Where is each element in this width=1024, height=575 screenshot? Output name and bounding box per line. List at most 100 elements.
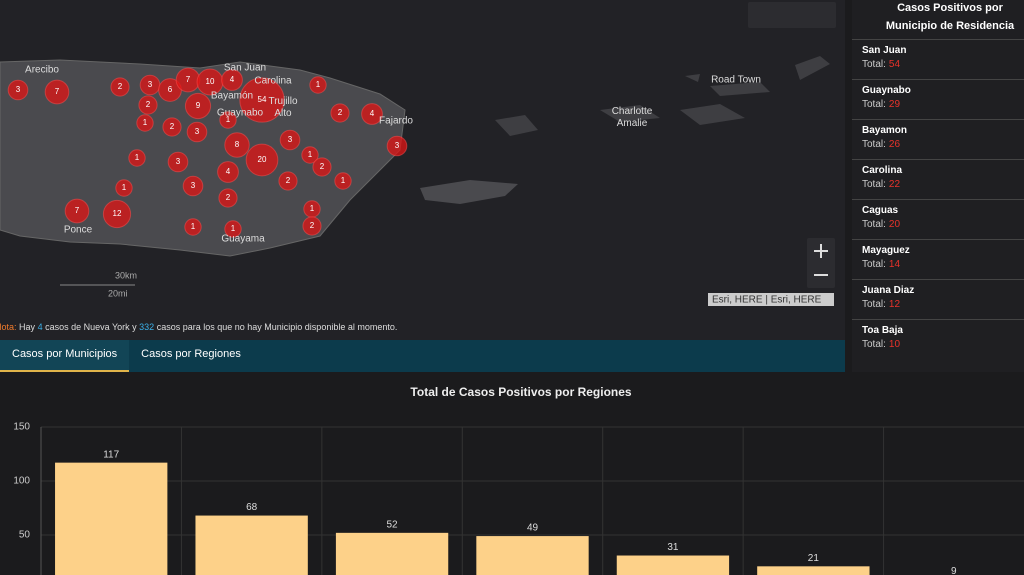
item-name: Bayamon: [862, 125, 908, 136]
cluster-label: 4: [230, 75, 235, 84]
place-label: Bayamón: [211, 91, 253, 102]
place-label: Trujillo Alto: [268, 96, 298, 119]
cluster-label: 7: [55, 87, 60, 96]
cluster-label: 3: [395, 141, 400, 150]
value-label: 49: [527, 523, 539, 534]
toolbar[interactable]: [748, 2, 836, 28]
tab-bar: Casos por Municipios Casos por Regiones: [0, 340, 845, 372]
scale-mi: 20mi: [108, 288, 128, 298]
cluster-label: 3: [288, 135, 293, 144]
item-name: Toa Baja: [862, 325, 903, 336]
total-value: 14: [888, 259, 901, 270]
attribution: Esri, HERE | Esri, HERE: [712, 295, 822, 306]
value-label: 68: [246, 502, 258, 513]
cluster: [128, 149, 146, 167]
cluster-label: 2: [118, 82, 123, 91]
cluster: [245, 143, 279, 177]
cluster: [334, 172, 352, 190]
panel-item: San Juan Total: 54: [852, 39, 1024, 79]
place-label: Fajardo: [379, 116, 413, 127]
item-name: Juana Diaz: [862, 285, 915, 296]
note: Nota: Hay 4 casos de Nueva York y 332 ca…: [0, 322, 397, 332]
item-name: San Juan: [862, 45, 907, 56]
cluster-label: 1: [135, 153, 140, 162]
bar: [195, 515, 308, 575]
place-label: Charlotte Amalie: [612, 106, 653, 129]
map: 30km 20mi Esri, HERE | Esri, HERE Nota: …: [0, 0, 845, 340]
cluster-label: 2: [170, 122, 175, 131]
item-name: Mayaguez: [862, 245, 910, 256]
item-name: Guaynabo: [862, 85, 911, 96]
tab[interactable]: Casos por Municipios: [0, 340, 130, 372]
cluster: [330, 103, 350, 123]
cluster: [386, 135, 408, 157]
total-label: Total:: [862, 299, 886, 310]
total-value: 54: [888, 59, 901, 70]
cluster: [182, 175, 204, 197]
note-number: 4: [38, 322, 43, 332]
cluster-label: 2: [310, 221, 315, 230]
panel-item: Mayaguez Total: 14: [852, 239, 1024, 279]
cluster: [301, 146, 319, 164]
cluster-label: 1: [341, 176, 346, 185]
place-label: Carolina: [254, 76, 292, 87]
place-label: Arecibo: [25, 65, 59, 76]
value-label: 21: [808, 553, 820, 564]
total-value: 20: [888, 219, 901, 230]
place-label: Guaynabo: [217, 108, 264, 119]
cluster: [221, 69, 243, 91]
cluster: [224, 132, 250, 158]
cluster: [219, 111, 237, 129]
panel-item: Caguas Total: 20: [852, 199, 1024, 239]
cluster-label: 1: [226, 115, 231, 124]
cluster-label: 2: [320, 162, 325, 171]
cluster-label: 4: [370, 109, 375, 118]
scale-km: 30km: [115, 270, 137, 280]
y-tick-label: 100: [13, 476, 30, 487]
cluster: [361, 103, 383, 125]
cluster-label: 3: [16, 85, 21, 94]
cluster-label: 1: [316, 80, 321, 89]
cluster-label: 10: [206, 77, 215, 86]
cluster-label: 8: [235, 140, 240, 149]
cluster-label: 1: [143, 118, 148, 127]
place-label: San Juan: [224, 63, 266, 74]
cluster: [136, 114, 154, 132]
cluster: [115, 179, 133, 197]
cluster: [186, 121, 208, 143]
cluster-label: 9: [196, 101, 201, 110]
panel-item: Carolina Total: 22: [852, 159, 1024, 199]
total-value: 10: [888, 339, 901, 350]
bar: [616, 555, 730, 575]
cluster-label: 3: [191, 181, 196, 190]
side-panel: Casos Positivos por Municipio de Residen…: [852, 0, 1024, 372]
bar: [757, 566, 870, 575]
total-value: 29: [888, 99, 901, 110]
cluster-label: 20: [258, 155, 267, 164]
bar: [55, 462, 168, 575]
cluster: [278, 171, 298, 191]
cluster-label: 3: [148, 80, 153, 89]
value-label: 117: [103, 449, 119, 460]
total-label: Total:: [862, 139, 886, 150]
total-value: 12: [888, 299, 901, 310]
note-text: Hay: [19, 322, 36, 332]
cluster: [138, 95, 158, 115]
bar: [476, 536, 589, 575]
panel-item: Juana Diaz Total: 12: [852, 279, 1024, 319]
note-number: 332: [139, 322, 154, 332]
cluster: [184, 218, 202, 236]
cluster-label: 2: [286, 176, 291, 185]
place-label: Road Town: [711, 75, 761, 86]
cluster-label: 1: [191, 222, 196, 231]
panel-title: Casos Positivos por Municipio de Residen…: [885, 2, 1015, 32]
cluster: [184, 92, 212, 120]
place-label: Guayama: [221, 234, 265, 245]
tab[interactable]: Casos por Regiones: [141, 348, 241, 360]
attribution-bg: [708, 293, 834, 306]
total-value: 22: [888, 179, 901, 190]
chart: Total de Casos Positivos por Regiones 50…: [13, 385, 1024, 575]
cluster-label: 3: [195, 127, 200, 136]
cluster-label: 1: [308, 150, 313, 159]
